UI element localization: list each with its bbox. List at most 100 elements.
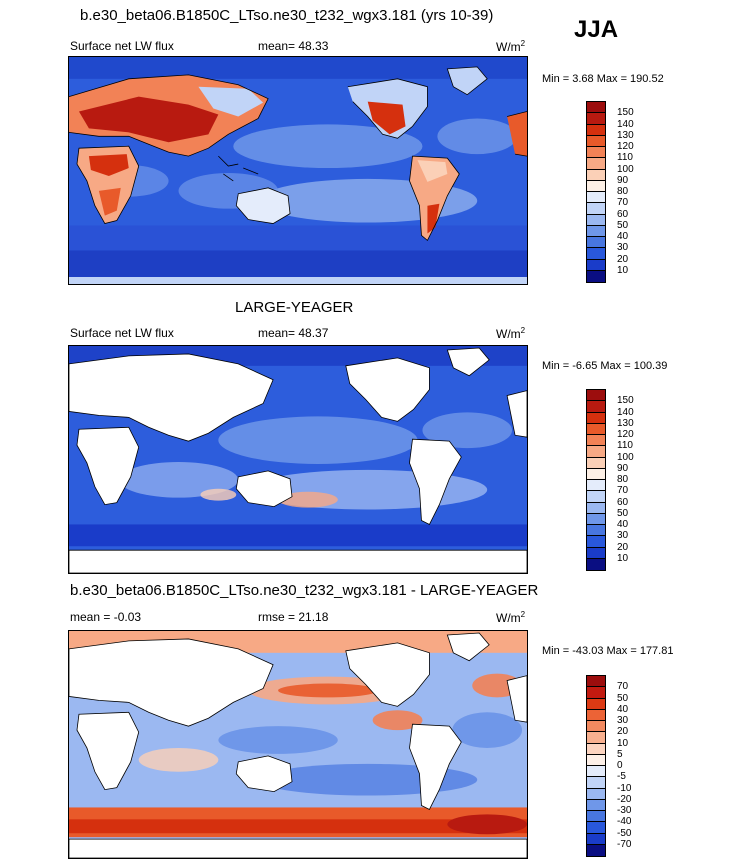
colorbar-tick-label: 50 (617, 507, 629, 519)
panel3-map-graphic (69, 631, 527, 858)
colorbar-swatch (587, 203, 605, 215)
colorbar-swatch (587, 698, 605, 710)
colorbar-tick-label: 100 (617, 451, 634, 463)
colorbar-swatch (587, 709, 605, 721)
colorbar-swatch (587, 237, 605, 249)
colorbar-swatch (587, 743, 605, 755)
colorbar-tick-label: -50 (617, 827, 632, 839)
colorbar-tick-label: 5 (617, 748, 623, 760)
colorbar-tick-label: 60 (617, 496, 629, 508)
colorbar-tick-label: 40 (617, 519, 629, 530)
colorbar-tick-label: 140 (617, 406, 634, 418)
colorbar-swatch (587, 270, 605, 282)
colorbar-swatch (587, 676, 605, 688)
colorbar-swatch (587, 192, 605, 204)
colorbar-swatch (587, 721, 605, 733)
colorbar-swatch (587, 124, 605, 136)
colorbar-tick-label: 10 (617, 552, 629, 564)
colorbar-swatch (587, 457, 605, 469)
panel2-colorbar-swatches (586, 389, 606, 571)
panel3-colorbar (586, 675, 606, 857)
colorbar-tick-label: 90 (617, 462, 629, 474)
colorbar-tick-label: 70 (617, 681, 629, 693)
colorbar-swatch (587, 423, 605, 435)
colorbar-swatch (587, 513, 605, 525)
colorbar-swatch (587, 732, 605, 744)
colorbar-tick-label: 30 (617, 530, 629, 542)
season-label: JJA (574, 16, 619, 43)
colorbar-tick-label: 20 (617, 253, 629, 265)
panel2-map-graphic (69, 346, 527, 573)
colorbar-swatch (587, 491, 605, 503)
colorbar-swatch (587, 822, 605, 834)
colorbar-swatch (587, 412, 605, 424)
colorbar-tick-label: 150 (617, 395, 634, 407)
colorbar-tick-label: 110 (617, 440, 633, 452)
colorbar-tick-label: 60 (617, 208, 629, 220)
colorbar-swatch (587, 390, 605, 402)
colorbar-tick-label: 40 (617, 703, 629, 715)
colorbar-tick-label: 30 (617, 242, 629, 254)
panel3-units: W/m2 (496, 610, 526, 625)
colorbar-tick-label: 130 (617, 417, 634, 429)
colorbar-tick-label: -70 (617, 838, 632, 850)
panel3-minmax: Min = -43.03 Max = 177.81 (542, 645, 674, 657)
colorbar-tick-label: -5 (617, 771, 626, 783)
colorbar-swatch (587, 180, 605, 192)
colorbar-swatch (587, 446, 605, 458)
colorbar-tick-label: 120 (617, 429, 634, 440)
colorbar-swatch (587, 788, 605, 800)
colorbar-tick-label: 20 (617, 541, 629, 553)
panel1-variable: Surface net LW flux (70, 39, 174, 53)
colorbar-tick-label: 50 (617, 692, 629, 704)
panel2-title: LARGE-YEAGER (235, 299, 354, 316)
panel2-minmax: Min = -6.65 Max = 100.39 (542, 360, 668, 372)
colorbar-tick-label: 50 (617, 219, 629, 231)
panel3-rmse: rmse = 21.18 (258, 610, 329, 624)
colorbar-tick-label: 90 (617, 174, 629, 186)
colorbar-swatch (587, 502, 605, 514)
panel2-variable: Surface net LW flux (70, 326, 174, 340)
panel2-colorbar (586, 389, 606, 571)
colorbar-tick-label: 80 (617, 474, 629, 485)
colorbar-swatch (587, 480, 605, 492)
colorbar-tick-label: 10 (617, 264, 629, 276)
colorbar-tick-label: 70 (617, 485, 629, 497)
colorbar-tick-label: 20 (617, 726, 629, 738)
colorbar-swatch (587, 547, 605, 559)
colorbar-swatch (587, 135, 605, 147)
colorbar-swatch (587, 102, 605, 114)
colorbar-swatch (587, 844, 605, 856)
colorbar-tick-label: 40 (617, 231, 629, 242)
colorbar-swatch (587, 468, 605, 480)
colorbar-tick-label: -10 (617, 782, 632, 794)
colorbar-swatch (587, 214, 605, 226)
colorbar-swatch (587, 225, 605, 237)
colorbar-swatch (587, 401, 605, 413)
colorbar-swatch (587, 777, 605, 789)
colorbar-swatch (587, 799, 605, 811)
panel1-mean: mean= 48.33 (258, 39, 329, 53)
panel1-map (68, 56, 528, 285)
colorbar-swatch (587, 833, 605, 845)
colorbar-tick-label: 30 (617, 715, 629, 726)
panel2-units: W/m2 (496, 326, 526, 341)
colorbar-swatch (587, 536, 605, 548)
panel3-colorbar-swatches (586, 675, 606, 857)
colorbar-tick-label: -40 (617, 816, 632, 828)
colorbar-swatch (587, 558, 605, 570)
colorbar-tick-label: 100 (617, 163, 634, 175)
colorbar-swatch (587, 766, 605, 778)
panel3-mean: mean = -0.03 (70, 610, 142, 624)
colorbar-tick-label: -20 (617, 793, 632, 805)
colorbar-tick-label: 120 (617, 141, 634, 152)
colorbar-tick-label: 80 (617, 186, 629, 197)
panel1-colorbar (586, 101, 606, 283)
colorbar-swatch (587, 525, 605, 537)
colorbar-swatch (587, 259, 605, 271)
colorbar-swatch (587, 811, 605, 823)
colorbar-swatch (587, 158, 605, 170)
panel3-map (68, 630, 528, 859)
colorbar-tick-label: 10 (617, 737, 629, 749)
colorbar-swatch (587, 687, 605, 699)
